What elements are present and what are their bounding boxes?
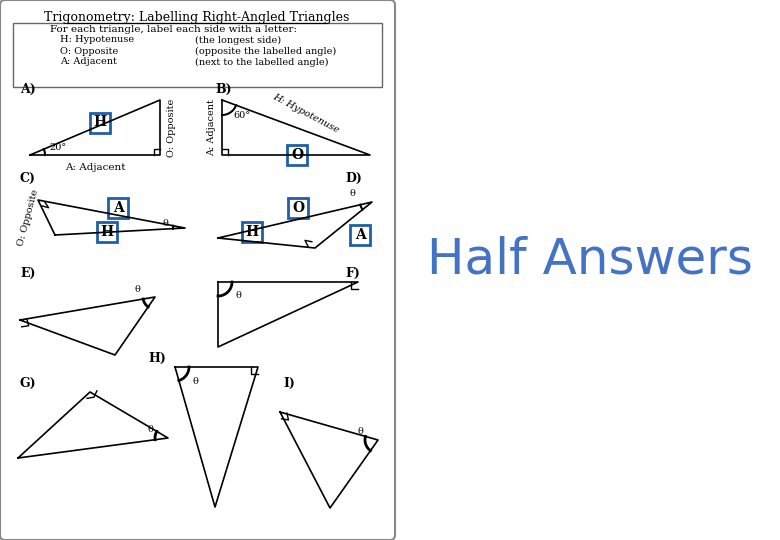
Text: θ: θ xyxy=(162,219,168,227)
Text: (the longest side): (the longest side) xyxy=(195,36,281,45)
Text: F): F) xyxy=(345,267,360,280)
Text: θ: θ xyxy=(192,377,198,387)
Text: For each triangle, label each side with a letter:: For each triangle, label each side with … xyxy=(50,25,297,35)
FancyBboxPatch shape xyxy=(13,23,382,87)
Text: H: H xyxy=(94,116,107,130)
FancyBboxPatch shape xyxy=(97,222,117,242)
Text: O: Opposite: O: Opposite xyxy=(60,46,119,56)
Text: H: H xyxy=(101,225,114,239)
Text: θ: θ xyxy=(357,428,363,436)
Text: A: A xyxy=(112,201,123,215)
FancyBboxPatch shape xyxy=(242,222,262,242)
Text: A: Adjacent: A: Adjacent xyxy=(207,99,217,157)
Text: O: O xyxy=(291,148,303,162)
Text: 60°: 60° xyxy=(233,111,250,120)
Text: I): I) xyxy=(283,377,295,390)
Text: A: A xyxy=(355,228,365,242)
Text: θ: θ xyxy=(349,190,355,199)
Text: H: Hypotenuse: H: Hypotenuse xyxy=(271,92,341,135)
Text: (opposite the labelled angle): (opposite the labelled angle) xyxy=(195,46,336,56)
Text: E): E) xyxy=(20,267,36,280)
Text: B): B) xyxy=(215,83,232,96)
Text: H: Hypotenuse: H: Hypotenuse xyxy=(60,36,134,44)
Text: G): G) xyxy=(20,377,37,390)
Text: θ: θ xyxy=(147,426,153,435)
Text: O: Opposite: O: Opposite xyxy=(168,99,176,157)
Text: H: H xyxy=(246,225,258,239)
FancyBboxPatch shape xyxy=(108,198,128,218)
Text: Trigonometry: Labelling Right-Angled Triangles: Trigonometry: Labelling Right-Angled Tri… xyxy=(44,10,349,24)
Text: A: Adjacent: A: Adjacent xyxy=(65,164,126,172)
Text: θ: θ xyxy=(235,291,241,300)
Text: A: Adjacent: A: Adjacent xyxy=(60,57,117,66)
Text: C): C) xyxy=(20,172,36,185)
Text: O: O xyxy=(292,201,304,215)
Text: A): A) xyxy=(20,83,36,96)
Text: Half Answers: Half Answers xyxy=(427,236,753,284)
FancyBboxPatch shape xyxy=(0,0,395,540)
FancyBboxPatch shape xyxy=(288,198,308,218)
Text: θ: θ xyxy=(134,285,140,294)
Text: 20°: 20° xyxy=(49,143,66,152)
Text: D): D) xyxy=(345,172,362,185)
FancyBboxPatch shape xyxy=(350,225,370,245)
Text: (next to the labelled angle): (next to the labelled angle) xyxy=(195,57,328,66)
FancyBboxPatch shape xyxy=(287,145,307,165)
FancyBboxPatch shape xyxy=(90,112,110,132)
Text: H): H) xyxy=(148,352,166,365)
Text: O: Opposite: O: Opposite xyxy=(16,188,40,247)
